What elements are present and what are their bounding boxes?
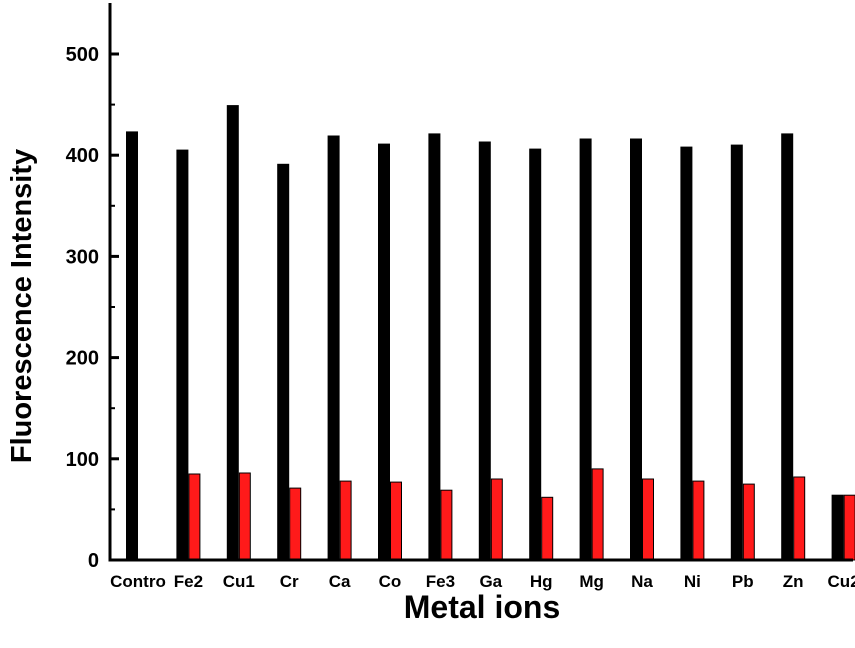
bar-cr-series-2 [289,487,302,561]
y-ticks-group: 0 100 200 300 400 500 [66,44,119,572]
bar-fe2-series-1 [176,149,189,561]
bar-ca-series-2 [339,480,352,561]
bar-na-series-2 [642,478,654,561]
bar-ni-series-1 [680,146,693,561]
bar-cu1-series-1 [226,105,239,561]
bar-cr-series-1 [277,163,290,561]
y-tick-label: 500 [66,44,99,66]
x-tick-label-pb: Pb [732,572,754,591]
bar-zn-series-1 [781,133,794,561]
x-tick-label-zn: Zn [783,572,804,591]
bar-cu1-series-2 [238,472,251,561]
bar-mg-series-1 [579,138,592,561]
bar-fe3-series-2 [440,489,453,561]
bar-ca-series-1 [327,135,340,561]
y-tick-label: 400 [66,145,99,167]
bar-hg-series-2 [541,496,554,561]
y-axis-title: Fluorescence Intensity [6,149,38,463]
x-tick-label-hg: Hg [530,572,553,591]
bar-fe2-series-2 [188,473,201,561]
x-tick-label-co: Co [379,572,402,591]
x-tick-label-na: Na [631,572,653,591]
bar-na-series-1 [630,138,642,561]
x-ticks-group: Contro Fe2 Cu1 Cr Ca Co Fe3 Ga Hg Mg Na Ni Pb Zn Cu2 [110,572,855,591]
x-tick-label-ni: Ni [684,572,701,591]
bar-hg-series-1 [529,148,542,561]
x-tick-label-fe2: Fe2 [174,572,203,591]
bar-contro-series-1 [126,131,138,561]
bar-co-series-1 [378,143,390,561]
bar-co-series-2 [390,481,402,561]
bar-pb-series-2 [742,483,755,561]
y-tick-label: 200 [66,348,99,370]
x-tick-label-fe3: Fe3 [426,572,455,591]
bar-ni-series-2 [692,480,705,561]
x-tick-label-cu2: Cu2 [828,572,855,591]
y-tick-label: 300 [66,246,99,268]
axes-group [108,3,853,562]
bars-group [126,105,855,561]
bar-pb-series-1 [730,144,743,561]
bar-cu2-series-1 [831,494,844,561]
bar-cu2-series-2 [843,494,855,561]
x-tick-label-ca: Ca [329,572,351,591]
bar-ga-series-2 [490,478,503,561]
bar-fe3-series-1 [428,133,441,561]
x-tick-label-cu1: Cu1 [223,572,255,591]
bar-zn-series-2 [793,476,806,561]
y-tick-label: 100 [66,449,99,471]
x-tick-label-mg: Mg [579,572,604,591]
x-tick-label-ga: Ga [479,572,502,591]
x-tick-label-contro: Contro [110,572,166,591]
bar-ga-series-1 [478,141,491,561]
bar-mg-series-2 [591,468,604,561]
x-tick-label-cr: Cr [280,572,299,591]
x-axis-title: Metal ions [404,589,560,625]
y-tick-label: 0 [88,550,99,572]
